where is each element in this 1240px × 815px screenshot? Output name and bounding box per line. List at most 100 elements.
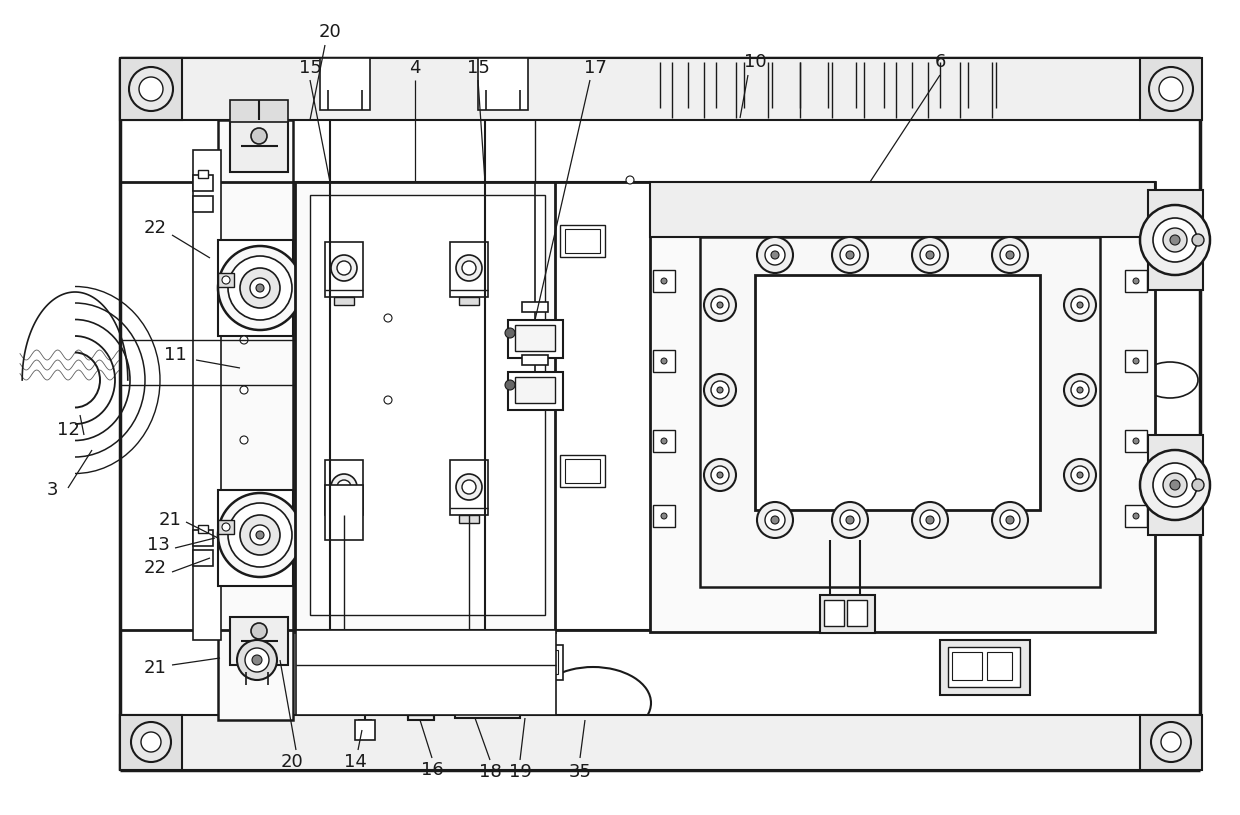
Circle shape <box>241 336 248 344</box>
Circle shape <box>1006 251 1014 259</box>
Circle shape <box>771 251 779 259</box>
Text: 6: 6 <box>934 53 946 71</box>
Circle shape <box>477 674 496 692</box>
Circle shape <box>309 523 317 531</box>
Bar <box>295 182 556 632</box>
Circle shape <box>1133 513 1140 519</box>
Text: 4: 4 <box>409 59 420 77</box>
Text: 21: 21 <box>144 659 166 677</box>
Circle shape <box>1133 358 1140 364</box>
Circle shape <box>846 251 854 259</box>
Bar <box>120 715 1200 770</box>
Bar <box>310 195 546 615</box>
Circle shape <box>250 623 267 639</box>
Text: 3: 3 <box>46 481 58 499</box>
Bar <box>193 530 213 546</box>
Circle shape <box>711 466 729 484</box>
Circle shape <box>574 231 582 239</box>
Bar <box>650 182 1154 237</box>
Circle shape <box>218 493 303 577</box>
Bar <box>515 325 556 351</box>
Circle shape <box>222 523 229 531</box>
Circle shape <box>505 328 515 338</box>
Circle shape <box>717 472 723 478</box>
Bar <box>229 120 288 172</box>
Bar <box>120 58 1200 120</box>
Bar <box>529 650 558 674</box>
Circle shape <box>1133 438 1140 444</box>
Circle shape <box>846 516 854 524</box>
Bar <box>325 460 363 515</box>
Bar <box>218 490 293 586</box>
Bar <box>1125 270 1147 292</box>
Circle shape <box>222 276 229 284</box>
Circle shape <box>463 480 476 494</box>
Circle shape <box>218 246 303 330</box>
Circle shape <box>309 276 317 284</box>
Bar <box>560 455 605 487</box>
Bar <box>522 302 548 312</box>
Bar <box>459 297 479 305</box>
Circle shape <box>384 314 392 322</box>
Bar <box>218 273 234 287</box>
Circle shape <box>839 245 861 265</box>
Text: 35: 35 <box>568 763 591 781</box>
Circle shape <box>1064 459 1096 491</box>
Bar <box>515 377 556 403</box>
Circle shape <box>141 732 161 752</box>
Circle shape <box>756 502 794 538</box>
Circle shape <box>704 459 737 491</box>
Circle shape <box>1078 472 1083 478</box>
Bar <box>355 720 374 740</box>
Circle shape <box>228 256 291 320</box>
Circle shape <box>1078 387 1083 393</box>
Text: 17: 17 <box>584 59 606 77</box>
Bar <box>1125 430 1147 452</box>
Circle shape <box>461 657 513 709</box>
Circle shape <box>1006 516 1014 524</box>
Bar <box>825 600 844 626</box>
Circle shape <box>711 296 729 314</box>
Circle shape <box>1140 450 1210 520</box>
Circle shape <box>246 648 269 672</box>
Circle shape <box>456 255 482 281</box>
Bar <box>320 58 370 110</box>
Text: 10: 10 <box>744 53 766 71</box>
Text: 22: 22 <box>144 219 166 237</box>
Bar <box>450 242 489 297</box>
Circle shape <box>1064 374 1096 406</box>
Circle shape <box>131 722 171 762</box>
Circle shape <box>255 284 264 292</box>
Circle shape <box>1163 473 1187 497</box>
Circle shape <box>920 510 940 530</box>
Bar <box>522 355 548 365</box>
Circle shape <box>1071 466 1089 484</box>
Bar <box>334 297 353 305</box>
Circle shape <box>661 278 667 284</box>
Circle shape <box>661 358 667 364</box>
Circle shape <box>337 261 351 275</box>
Circle shape <box>717 302 723 308</box>
Circle shape <box>999 245 1021 265</box>
Circle shape <box>250 525 270 545</box>
Bar <box>952 652 982 680</box>
Circle shape <box>1161 732 1180 752</box>
Circle shape <box>331 255 357 281</box>
Circle shape <box>839 510 861 530</box>
Circle shape <box>252 655 262 665</box>
Bar <box>229 100 288 122</box>
Circle shape <box>1192 479 1204 491</box>
Circle shape <box>704 374 737 406</box>
Circle shape <box>1153 463 1197 507</box>
Circle shape <box>237 640 277 680</box>
Circle shape <box>911 237 949 273</box>
Bar <box>1148 435 1203 535</box>
Circle shape <box>255 531 264 539</box>
Circle shape <box>771 516 779 524</box>
Circle shape <box>1064 289 1096 321</box>
Text: 18: 18 <box>479 763 501 781</box>
Circle shape <box>1192 234 1204 246</box>
Bar <box>653 505 675 527</box>
Circle shape <box>1171 235 1180 245</box>
Circle shape <box>331 474 357 500</box>
